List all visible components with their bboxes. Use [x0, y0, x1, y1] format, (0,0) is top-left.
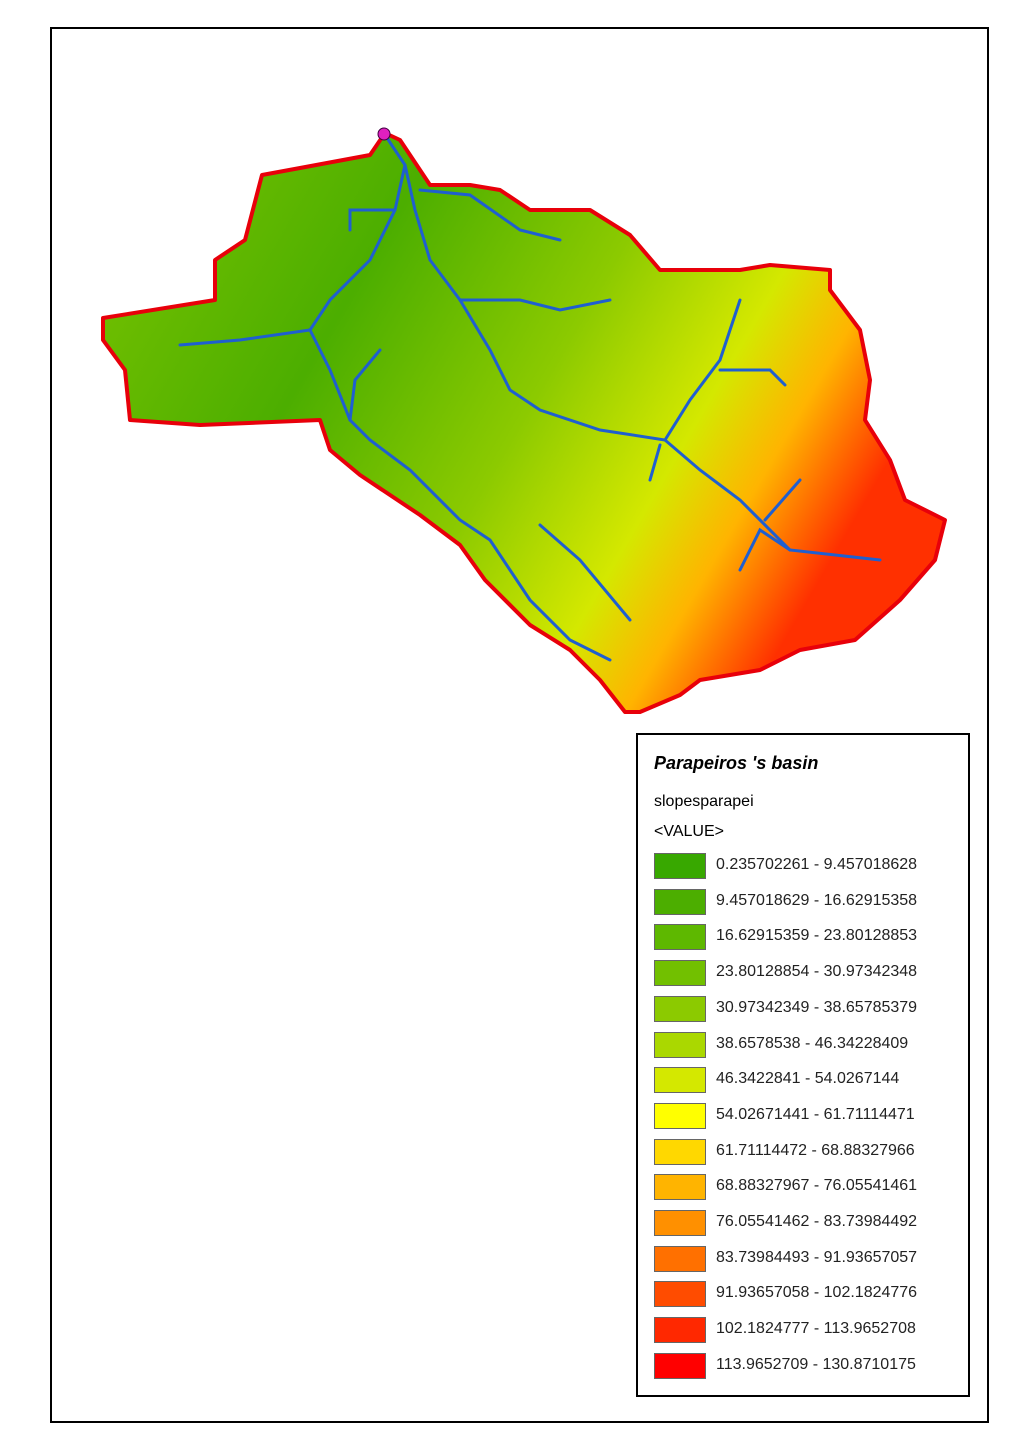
legend-swatch: [654, 960, 706, 987]
map-frame: [50, 27, 989, 1423]
legend-swatch: [654, 1102, 706, 1129]
streams: [178, 133, 882, 662]
stream: [348, 348, 382, 422]
legend-value-header: <VALUE>: [654, 823, 724, 840]
legend-label: 16.62915359 - 23.80128853: [716, 927, 918, 945]
legend-swatch: [654, 1210, 706, 1236]
stream: [738, 527, 792, 572]
stream: [718, 368, 787, 387]
legend-swatch: [654, 995, 706, 1022]
legend-label: 76.05541462 - 83.73984492: [716, 1213, 918, 1230]
legend-label: 23.80128854 - 30.97342348: [716, 963, 918, 981]
legend-label: 83.73984493 - 91.93657057: [716, 1248, 918, 1266]
stream: [348, 208, 397, 232]
stream: [458, 298, 612, 312]
legend-label: 38.6578538 - 46.34228409: [716, 1034, 909, 1052]
legend-swatch: [654, 1352, 706, 1379]
stream: [648, 443, 662, 482]
basin: [101, 131, 947, 714]
legend-label: 54.02671441 - 61.71114471: [716, 1105, 915, 1123]
legend-swatch: [654, 924, 706, 951]
legend-swatch: [654, 1245, 706, 1272]
stream: [763, 478, 802, 522]
legend-label: 102.1824777 - 113.9652708: [716, 1320, 916, 1338]
legend-swatch: [654, 1067, 706, 1094]
stream: [663, 298, 742, 442]
legend-swatch: [654, 1317, 706, 1344]
legend-swatch: [654, 1031, 706, 1058]
legend-label: 30.97342349 - 38.65785379: [716, 998, 918, 1016]
legend-label: 113.9652709 - 130.8710175: [716, 1355, 916, 1373]
stream: [308, 328, 612, 662]
stream: [538, 523, 632, 622]
legend-field: slopesparapei: [654, 793, 754, 810]
legend: Parapeiros 's basin slopesparapei <VALUE…: [636, 733, 970, 1397]
legend-title: Parapeiros 's basin: [654, 753, 819, 773]
legend-label: 9.457018629 - 16.62915358: [716, 891, 918, 909]
stream: [418, 188, 562, 242]
legend-swatch: [654, 1281, 706, 1308]
legend-swatch: [654, 888, 706, 915]
legend-label: 61.71114472 - 68.88327966: [716, 1141, 915, 1159]
legend-label: 0.235702261 - 9.457018628: [716, 856, 918, 873]
legend-swatch: [654, 853, 706, 879]
legend-label: 91.93657058 - 102.1824776: [716, 1284, 918, 1302]
stream: [383, 133, 882, 562]
legend-swatch: [654, 1138, 706, 1165]
outlet: [377, 127, 391, 141]
legend-swatch: [654, 1174, 706, 1201]
legend-label: 46.3422841 - 54.0267144: [716, 1070, 900, 1088]
legend-label: 68.88327967 - 76.05541461: [716, 1177, 918, 1195]
